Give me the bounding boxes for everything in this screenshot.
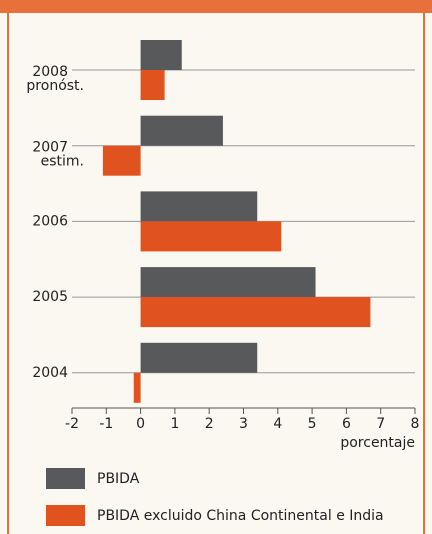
x-tick-label: 5	[308, 416, 317, 432]
legend-label: PBIDA excluido China Continental e India	[97, 508, 384, 524]
x-tick-label: -1	[99, 416, 113, 432]
left-frame	[7, 13, 9, 534]
x-tick-label: 6	[342, 416, 351, 432]
x-tick-label: 7	[376, 416, 385, 432]
legend-swatch	[46, 468, 85, 489]
x-tick-label: 4	[273, 416, 282, 432]
y-tick-label: 2004	[32, 365, 68, 381]
bar	[140, 267, 316, 298]
x-axis-label: porcentaje	[340, 435, 415, 451]
y-tick-label: 2007	[32, 140, 68, 156]
bar	[140, 40, 182, 70]
bar	[140, 70, 165, 100]
y-tick-label: pronóst.	[26, 78, 84, 94]
y-tick-label: estim.	[41, 154, 84, 170]
y-tick-label: 2008	[32, 64, 68, 80]
x-tick-label: 8	[411, 416, 420, 432]
bar	[140, 297, 371, 328]
right-frame	[423, 13, 425, 534]
bar	[140, 342, 258, 373]
x-tick-label: 1	[170, 416, 179, 432]
x-tick-label: 3	[239, 416, 248, 432]
y-tick-label: 2005	[32, 289, 68, 305]
bar	[133, 372, 141, 403]
x-tick-label: 0	[136, 416, 145, 432]
top-band	[0, 0, 432, 13]
bar	[102, 145, 141, 176]
legend-label: PBIDA	[97, 471, 140, 487]
x-tick-label: 2	[205, 416, 214, 432]
y-tick-label: 2006	[32, 213, 68, 229]
legend-swatch	[46, 505, 85, 526]
x-tick-label: -2	[65, 416, 79, 432]
bar	[140, 221, 282, 252]
bar	[140, 191, 258, 222]
bar	[140, 115, 223, 146]
